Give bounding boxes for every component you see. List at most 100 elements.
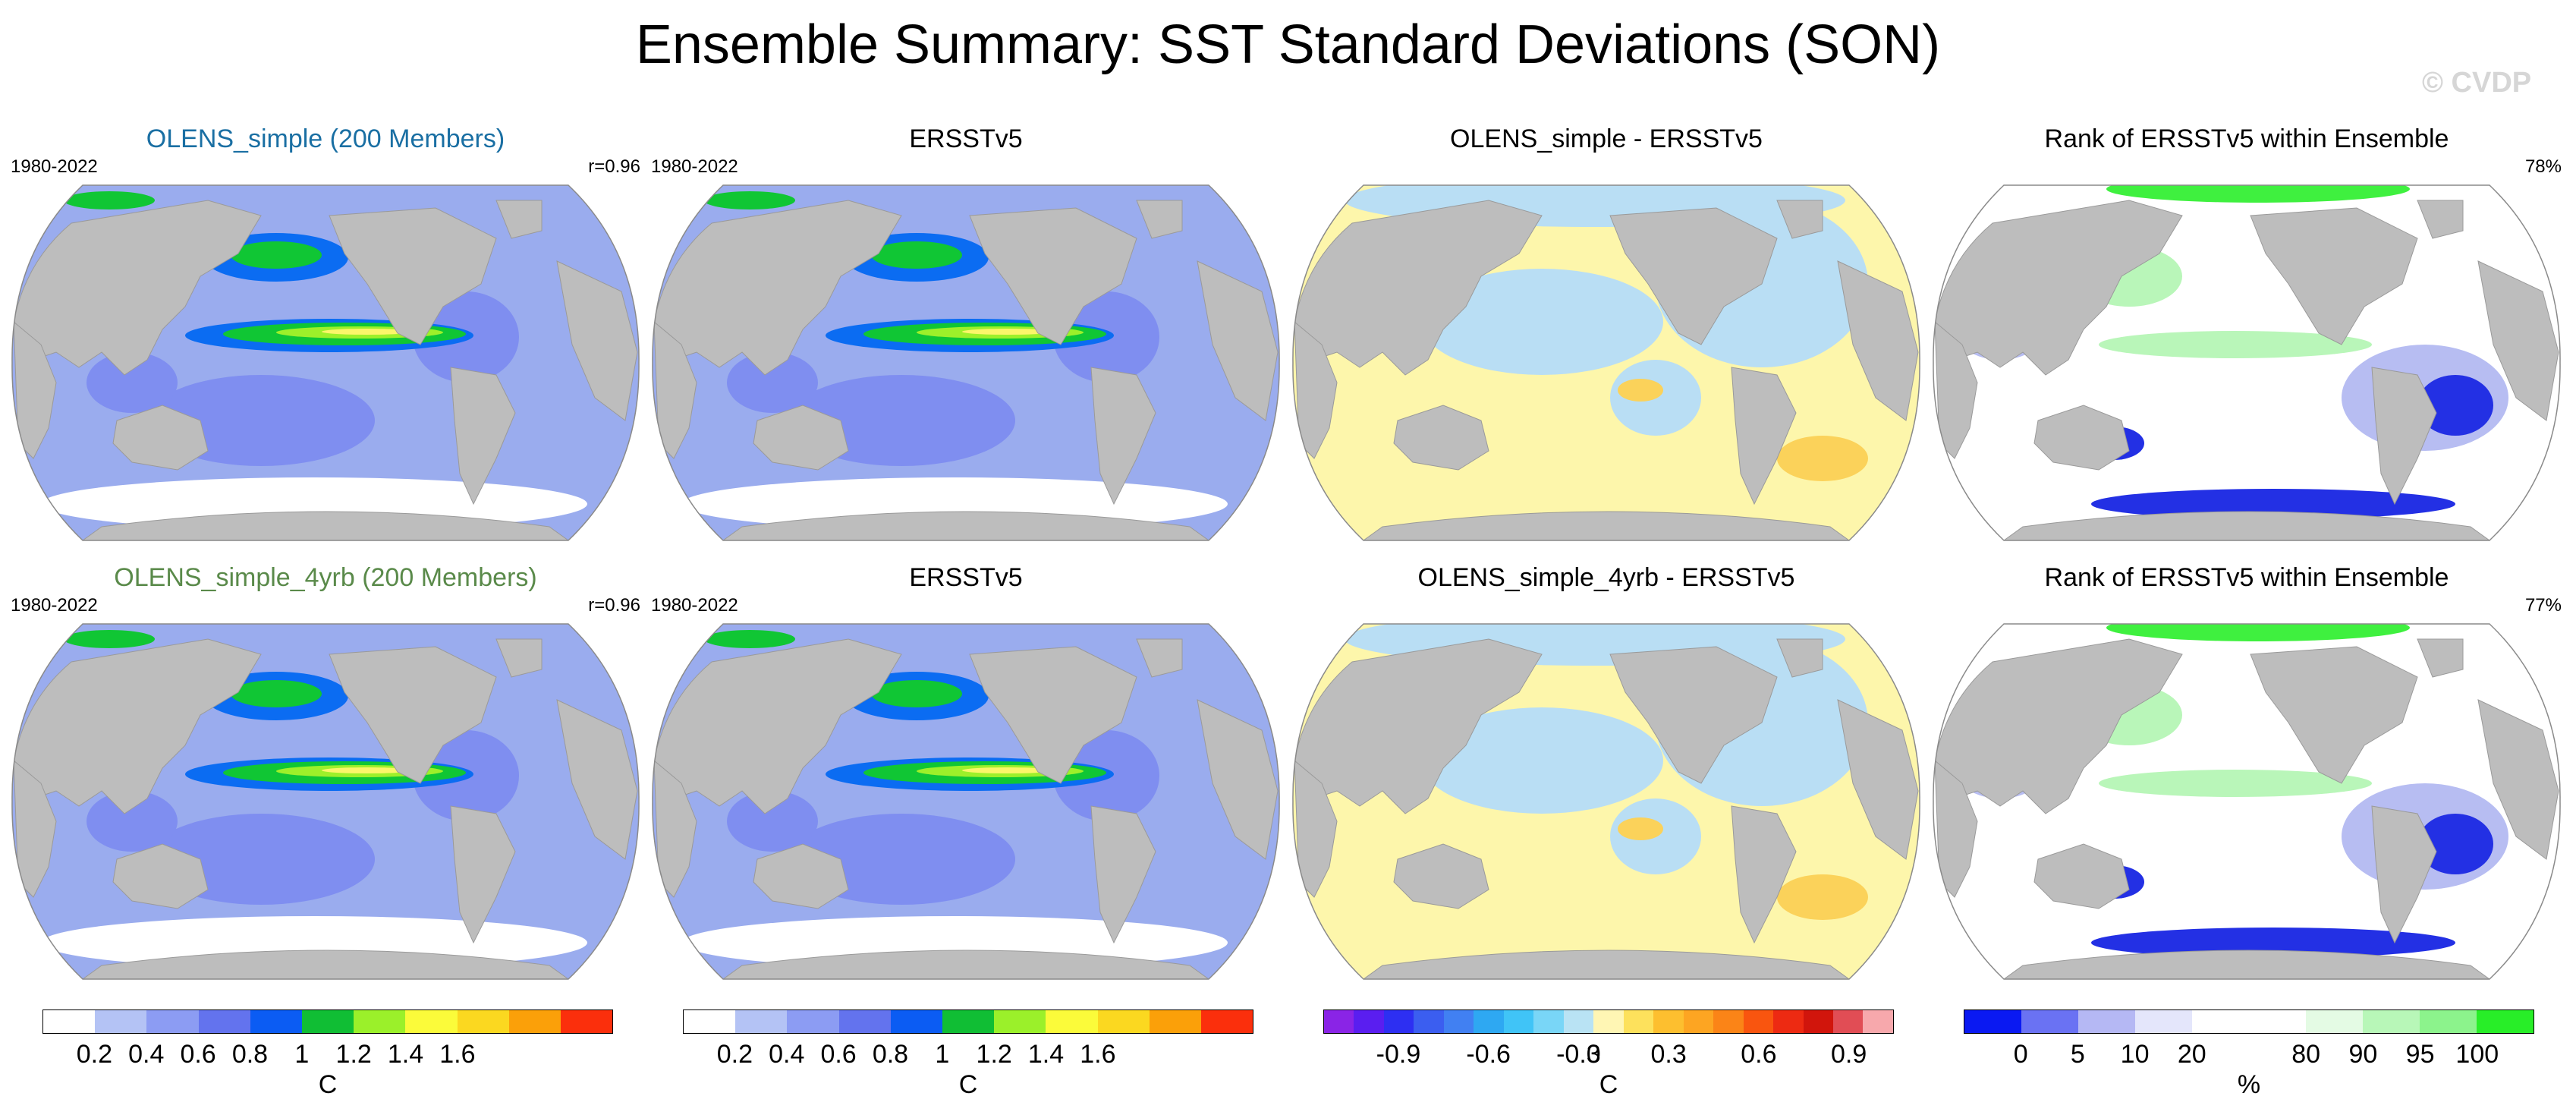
- globe-outline: [1292, 623, 1920, 980]
- colorbar-swatch: [1324, 1010, 1354, 1033]
- landmass-north-america: [329, 207, 497, 345]
- colorbar-swatch: [787, 1010, 839, 1033]
- colorbar-swatch: [1354, 1010, 1384, 1033]
- colorbar-swatch: [2363, 1010, 2420, 1033]
- ocean-field: [11, 624, 640, 979]
- panel-difference-row2: OLENS_simple_4yrb - ERSSTv5: [1291, 563, 1921, 996]
- rank-region-equatorial: [2099, 331, 2372, 358]
- landmass-north-america: [969, 646, 1137, 784]
- colorbar-tick-label: 0.6: [180, 1040, 216, 1069]
- colorbar-tick-label: 90: [2348, 1040, 2378, 1069]
- landmass-antarctica: [81, 511, 570, 540]
- landmass-greenland: [2417, 200, 2464, 239]
- landmass-south-america: [1090, 367, 1156, 506]
- colorbar-swatch: [1803, 1010, 1833, 1033]
- landmass-antarctica: [722, 950, 1210, 979]
- correlation-label: r=0.96: [588, 595, 640, 616]
- sd-region-kuroshio-core: [871, 680, 962, 707]
- colorbar-swatch: [1863, 1010, 1893, 1033]
- landmass-antarctica: [2002, 511, 2491, 540]
- landmass-asia-europe: [13, 200, 262, 376]
- rank-region-equatorial: [2099, 770, 2372, 797]
- rank-percent-label: 77%: [2524, 595, 2562, 616]
- colorbar-tick-label: 0.2: [716, 1040, 753, 1069]
- landmass-australia: [753, 843, 849, 909]
- period-label: 1980-2022: [651, 595, 738, 616]
- landmass-australia: [112, 405, 209, 471]
- colorbar-tick-label: 1.6: [1080, 1040, 1116, 1069]
- colorbar-swatch: [250, 1010, 302, 1033]
- colorbar-tick-label: -0.6: [1466, 1040, 1511, 1069]
- colorbar-difference: -0.9 -0.6 -0.3 0 0.3 0.6 0.9 C: [1323, 1009, 1894, 1101]
- colorbar-sd-obs: 0.2 0.4 0.6 0.8 1 1.2 1.4 1.6 C: [683, 1009, 1253, 1101]
- panel-title: OLENS_simple_4yrb - ERSSTv5: [1417, 563, 1795, 592]
- figure-title: Ensemble Summary: SST Standard Deviation…: [635, 14, 1941, 75]
- sd-region-kuroshio-core: [871, 241, 962, 269]
- colorbar-unit-label: C: [1599, 1070, 1618, 1099]
- ocean-field: [1933, 185, 2561, 540]
- colorbar-swatch: [1533, 1010, 1564, 1033]
- colorbar-tick-label: 5: [2070, 1040, 2085, 1069]
- landmass-australia: [2033, 405, 2130, 471]
- landmass-south-america: [2371, 805, 2437, 944]
- colorbar-tick-label: 1.2: [335, 1040, 372, 1069]
- landmass-europe-africa-east: [556, 699, 638, 860]
- sd-region-arctic: [64, 630, 155, 648]
- colorbar-swatch: [1200, 1010, 1253, 1033]
- rank-region-arctic: [2106, 624, 2410, 641]
- landmass-asia-europe: [653, 638, 902, 814]
- rank-map: [1933, 623, 2561, 980]
- period-label: 1980-2022: [11, 156, 98, 177]
- panel-title: ERSSTv5: [909, 563, 1023, 592]
- colorbar-tick-label: 0.3: [1650, 1040, 1687, 1069]
- colorbar-swatches: [1964, 1009, 2534, 1034]
- landmass-australia: [753, 405, 849, 471]
- panel-rank-row1: Rank of ERSSTv5 within Ensemble 78%: [1932, 124, 2562, 557]
- landmass-europe-africa-east: [1837, 260, 1919, 421]
- panel-title: OLENS_simple_4yrb (200 Members): [114, 563, 537, 592]
- correlation-label: r=0.96: [588, 156, 640, 177]
- colorbar-swatch: [1964, 1010, 2021, 1033]
- landmass-south-america: [450, 805, 516, 944]
- globe-outline: [1292, 184, 1920, 541]
- colorbar-swatch: [684, 1010, 736, 1033]
- landmass-australia: [1393, 843, 1489, 909]
- colorbar-tick-label: 1.2: [976, 1040, 1012, 1069]
- sd-region-arctic: [64, 191, 155, 209]
- sd-region-indian-ocean: [727, 352, 818, 413]
- colorbar-swatch: [95, 1010, 147, 1033]
- colorbar-swatches: [1323, 1009, 1894, 1034]
- landmass-asia-europe: [1934, 200, 2183, 376]
- cvdp-watermark: © CVDP: [2422, 67, 2532, 99]
- landmass-greenland: [1776, 638, 1823, 678]
- landmass-europe-africa-east: [1197, 260, 1279, 421]
- landmass-greenland: [2417, 638, 2464, 678]
- colorbar-swatches: [683, 1009, 1253, 1034]
- sd-region-enso-peak: [322, 329, 413, 335]
- colorbar-swatch: [2192, 1010, 2249, 1033]
- rank-map: [1933, 184, 2561, 541]
- colorbar-swatch: [405, 1010, 458, 1033]
- panel-title: Rank of ERSSTv5 within Ensemble: [2044, 124, 2449, 153]
- colorbar-swatch: [1593, 1010, 1624, 1033]
- colorbar-swatch: [2021, 1010, 2078, 1033]
- landmass-greenland: [495, 200, 543, 239]
- colorbar-swatch: [1832, 1010, 1864, 1033]
- ocean-field: [1292, 624, 1920, 979]
- landmass-antarctica: [81, 950, 570, 979]
- landmass-north-america: [1609, 207, 1778, 345]
- sd-region-enso-peak: [962, 767, 1053, 773]
- sd-region-enso-peak: [962, 329, 1053, 335]
- colorbar-tick-label: 0.8: [231, 1040, 269, 1069]
- landmass-australia: [1393, 405, 1489, 471]
- landmass-antarctica: [1362, 511, 1851, 540]
- diff-region-central-pacific: [1420, 707, 1663, 814]
- panel-title: OLENS_simple (200 Members): [146, 124, 505, 153]
- rank-region-southern-ocean: [2091, 928, 2455, 958]
- diff-region-south-atlantic: [1777, 436, 1868, 481]
- colorbar-swatch: [1683, 1010, 1714, 1033]
- colorbar-swatch: [1623, 1010, 1654, 1033]
- landmass-north-america: [1609, 646, 1778, 784]
- rank-region-arctic: [2106, 185, 2410, 203]
- colorbar-tick-label: 0.9: [1830, 1040, 1867, 1069]
